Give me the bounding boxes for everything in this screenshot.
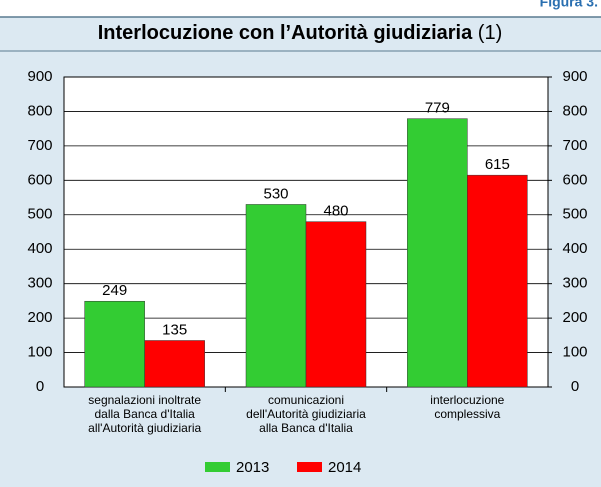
value-label: 480 xyxy=(323,203,348,220)
y2-tick-label: 700 xyxy=(562,137,587,154)
y-tick-label: 700 xyxy=(27,137,52,154)
value-label: 615 xyxy=(485,156,510,173)
y-tick-label: 800 xyxy=(27,102,52,119)
y-tick-label: 900 xyxy=(27,68,52,85)
x-tick-label: complessiva xyxy=(434,407,500,421)
y2-tick-label: 100 xyxy=(562,344,587,361)
y-tick-label: 0 xyxy=(36,378,44,395)
chart-title: Interlocuzione con l’Autorità giudiziari… xyxy=(98,22,503,44)
bar xyxy=(467,174,528,388)
x-tick-label: alla Banca d'Italia xyxy=(259,421,353,435)
value-label: 530 xyxy=(263,185,288,202)
y-tick-label: 100 xyxy=(27,344,52,361)
y-tick-label: 400 xyxy=(27,240,52,257)
bar xyxy=(245,204,307,388)
x-tick-label: dell'Autorità giudiziaria xyxy=(246,407,366,421)
y-tick-label: 200 xyxy=(27,309,52,326)
x-tick-label: all'Autorità giudiziaria xyxy=(88,421,201,435)
y2-tick-label: 300 xyxy=(562,275,587,292)
x-tick-label: dalla Banca d'Italia xyxy=(94,407,195,421)
x-tick-label: interlocuzione xyxy=(430,393,504,407)
legend-label: 2014 xyxy=(328,459,361,476)
y-tick-label: 600 xyxy=(27,171,52,188)
figure-label: Figura 3. xyxy=(540,0,598,10)
bar xyxy=(144,340,205,388)
value-label: 779 xyxy=(425,100,450,117)
title-main: Interlocuzione con l’Autorità giudiziari… xyxy=(98,22,473,44)
top-strip xyxy=(0,0,601,17)
y2-tick-label: 600 xyxy=(562,171,587,188)
y2-tick-label: 900 xyxy=(562,68,587,85)
y2-tick-label: 800 xyxy=(562,102,587,119)
legend-swatch xyxy=(297,462,322,472)
y-tick-label: 300 xyxy=(27,275,52,292)
y2-tick-label: 500 xyxy=(562,206,587,223)
bar xyxy=(84,300,145,388)
legend-swatch xyxy=(205,462,230,472)
x-tick-label: comunicazioni xyxy=(268,393,344,407)
y-tick-label: 500 xyxy=(27,206,52,223)
bar xyxy=(407,118,468,388)
x-tick-label: segnalazioni inoltrate xyxy=(88,393,201,407)
y2-tick-label: 200 xyxy=(562,309,587,326)
value-label: 135 xyxy=(162,321,187,338)
y2-tick-label: 400 xyxy=(562,240,587,257)
bar xyxy=(305,221,367,388)
title-note: (1) xyxy=(478,22,502,44)
legend-label: 2013 xyxy=(236,459,269,476)
y2-tick-label: 0 xyxy=(571,378,579,395)
value-label: 249 xyxy=(102,282,127,299)
